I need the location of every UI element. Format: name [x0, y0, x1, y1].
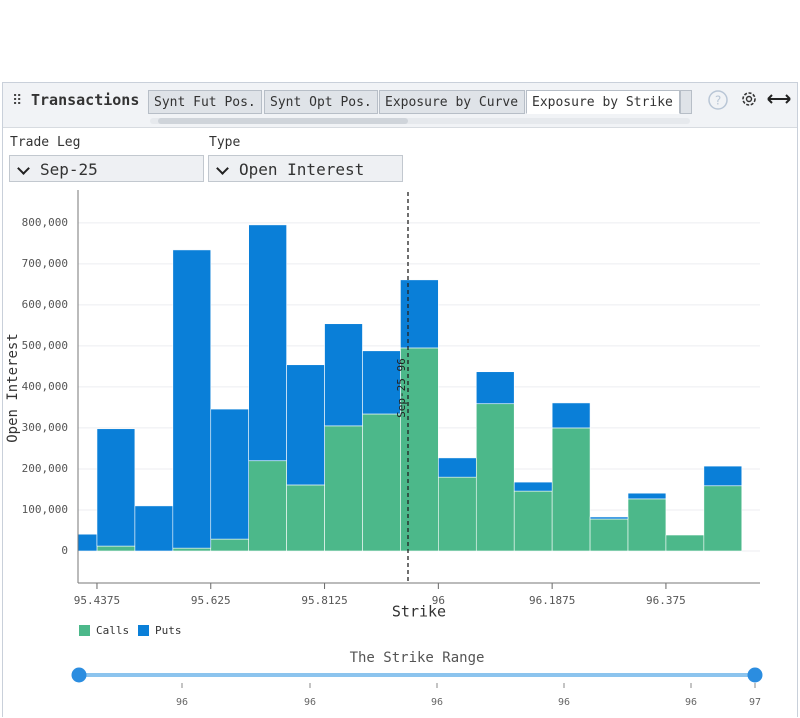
bar [362, 413, 401, 552]
expand-icon[interactable] [767, 94, 791, 104]
bar [438, 476, 477, 552]
bar [703, 485, 743, 552]
y-axis-label: Open Interest [5, 333, 21, 443]
bar [665, 534, 705, 552]
bar [475, 403, 515, 552]
tab[interactable]: Synt Opt Pos. [264, 90, 378, 114]
tab[interactable]: Exposure by Curve [379, 90, 525, 114]
slider-handle[interactable] [71, 667, 87, 683]
toolbar-icons: ? [708, 90, 791, 110]
bar [551, 402, 591, 429]
bar [703, 465, 743, 487]
panel-title: Transactions [31, 91, 140, 109]
bar [77, 533, 98, 552]
tab-scrollbar[interactable] [150, 118, 690, 124]
slider-label: 96 [558, 697, 570, 708]
bar [210, 538, 249, 552]
slider-handle[interactable] [747, 667, 763, 683]
x-tick-label: 96.1875 [529, 594, 575, 607]
y-tick-label: 500,000 [22, 339, 68, 352]
y-tick-label: 700,000 [22, 257, 68, 270]
bar [286, 364, 325, 486]
x-tick-label: 95.8125 [301, 594, 347, 607]
bar [96, 545, 136, 552]
tab[interactable]: Exposure by Strike [526, 90, 680, 114]
x-tick-label: 95.4375 [74, 594, 120, 607]
y-tick-label: 600,000 [22, 298, 68, 311]
bar [286, 484, 325, 552]
bar [513, 490, 553, 552]
y-tick-label: 200,000 [22, 462, 68, 475]
legend-swatch [138, 625, 149, 636]
bar [627, 498, 667, 552]
bar [362, 350, 401, 415]
bar [438, 457, 477, 478]
bar [324, 425, 363, 552]
slider-label: 96 [431, 697, 443, 708]
tab-overflow[interactable] [680, 90, 692, 114]
slider-label: 96 [304, 697, 316, 708]
filter-label: Type [209, 135, 241, 150]
slider-title: The Strike Range [350, 650, 485, 666]
legend-label: Calls [96, 624, 129, 637]
legend-swatch [79, 625, 90, 636]
panel [2, 82, 798, 717]
slider-label: 96 [176, 697, 188, 708]
bar [589, 518, 629, 552]
x-axis-label: Strike [392, 603, 446, 621]
settings-icon[interactable] [742, 92, 756, 106]
bar [96, 428, 136, 547]
bar [248, 460, 287, 552]
x-tick-label: 96.375 [646, 594, 686, 607]
drag-handle[interactable]: ⠿ [12, 93, 24, 109]
help-icon[interactable] [708, 90, 728, 110]
dropdown[interactable]: Open Interest [208, 155, 403, 182]
help-glyph: ? [714, 94, 721, 108]
tab[interactable]: Synt Fut Pos. [148, 90, 262, 114]
reference-label: Sep-25 96 [395, 358, 408, 418]
bar [172, 249, 212, 549]
legend-label: Puts [155, 624, 182, 637]
bar [134, 505, 174, 552]
bar [248, 224, 287, 462]
bar [172, 547, 212, 552]
bar [627, 492, 667, 500]
y-tick-label: 800,000 [22, 216, 68, 229]
bar [589, 516, 629, 520]
bar [513, 481, 553, 492]
settings-hub [745, 95, 753, 103]
x-tick-label: 96 [432, 594, 445, 607]
y-tick-label: 0 [61, 544, 68, 557]
dropdown[interactable]: Sep-25 [9, 155, 204, 182]
slider-label: 96 [685, 697, 697, 708]
bar [400, 347, 439, 552]
bar [475, 371, 515, 405]
filter-label: Trade Leg [10, 135, 81, 150]
slider-label: 97 [749, 697, 761, 708]
x-tick-label: 95.625 [191, 594, 231, 607]
y-tick-label: 300,000 [22, 421, 68, 434]
bar [551, 427, 591, 552]
bar [400, 279, 439, 349]
bar [324, 323, 363, 427]
y-tick-label: 100,000 [22, 503, 68, 516]
y-tick-label: 400,000 [22, 380, 68, 393]
bar [210, 408, 249, 540]
